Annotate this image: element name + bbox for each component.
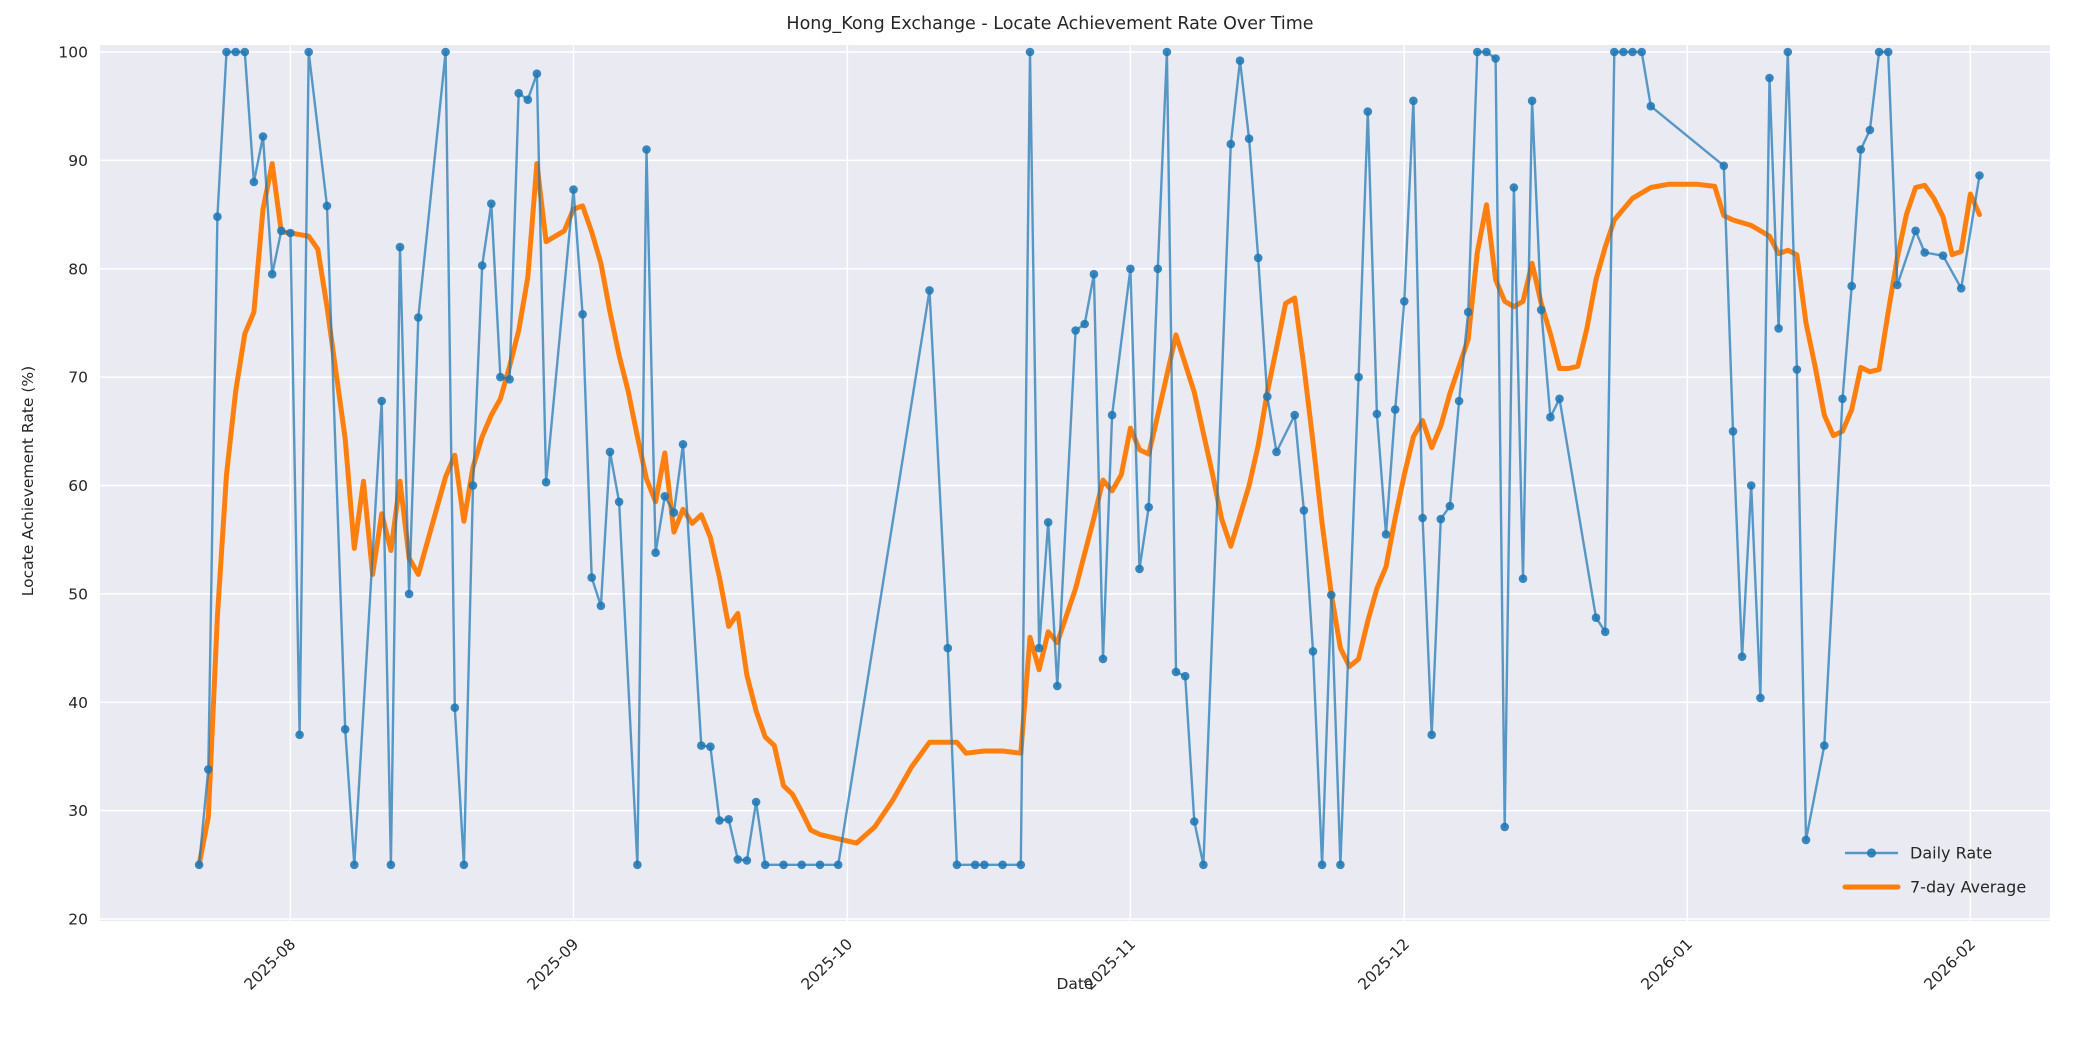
legend-label: 7-day Average [1910, 878, 2026, 897]
svg-text:80: 80 [68, 260, 88, 278]
daily-series-line [194, 47, 1984, 870]
svg-text:100: 100 [58, 44, 88, 62]
legend-item-7-day-average: 7-day Average [1842, 878, 2026, 897]
svg-text:50: 50 [68, 585, 88, 603]
svg-text:40: 40 [68, 694, 88, 712]
svg-text:30: 30 [68, 802, 88, 820]
legend-marker-icon [1866, 848, 1877, 858]
svg-text:20: 20 [68, 911, 88, 929]
svg-text:60: 60 [68, 477, 88, 495]
gridlines [100, 45, 2050, 921]
chart-title: Hong_Kong Exchange - Locate Achievement … [786, 14, 1314, 34]
y-axis-label: Locate Achievement Rate (%) [19, 365, 37, 597]
svg-text:70: 70 [68, 369, 88, 387]
legend: Daily Rate 7-day Average [1842, 844, 2026, 897]
legend-item-daily-rate: Daily Rate [1845, 844, 1992, 863]
avg-series-line [196, 161, 1982, 868]
svg-text:90: 90 [68, 152, 88, 170]
legend-label: Daily Rate [1910, 844, 1992, 863]
y-tick-labels: 20 30 40 50 60 70 80 90 100 [58, 44, 88, 929]
x-axis-label: Date [1056, 975, 1094, 993]
